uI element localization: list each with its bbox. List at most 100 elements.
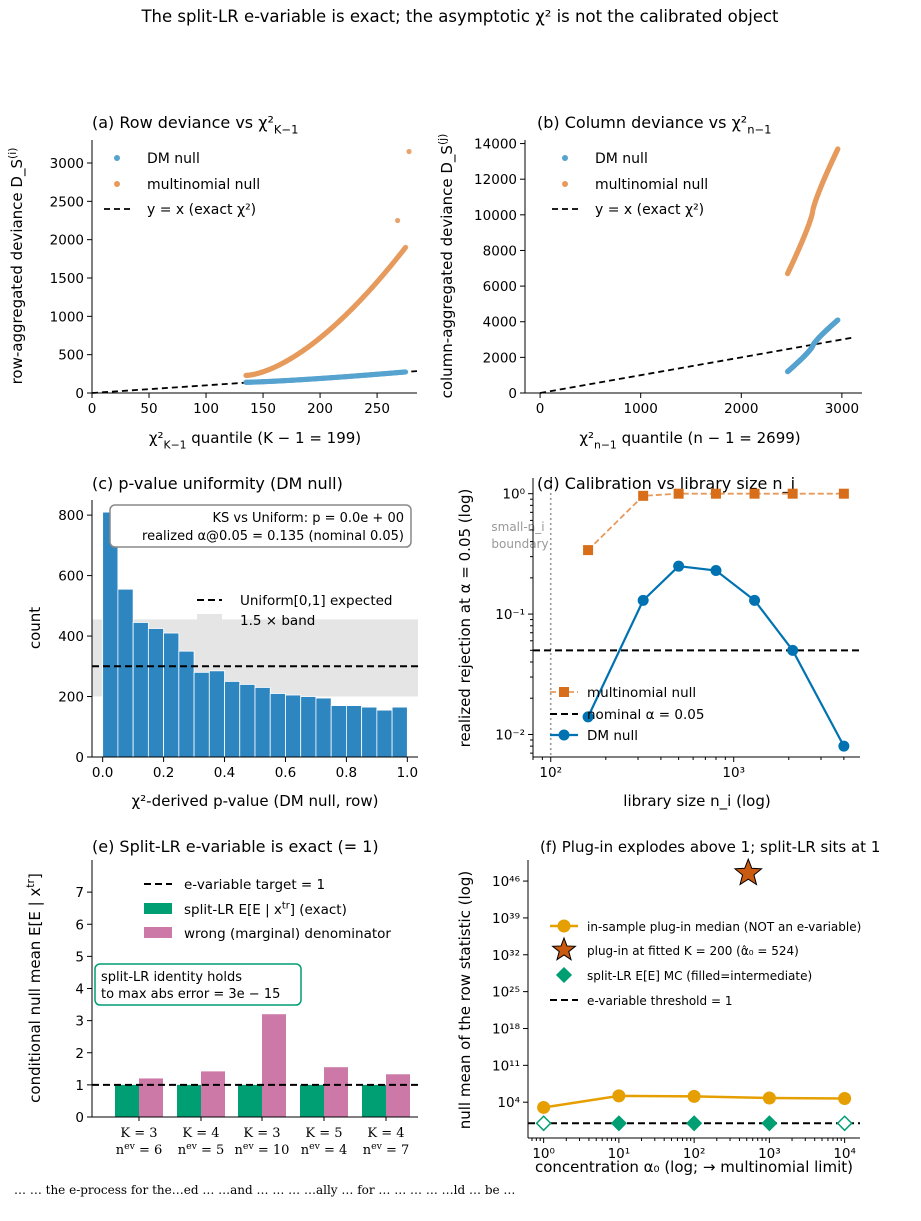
identity-annotation-line: to max abs error = 3e − 15 [101, 987, 280, 1002]
identity-annotation-line: split-LR identity holds [101, 970, 242, 985]
legend-label: split-LR E[E] MC (filled=intermediate) [587, 969, 812, 983]
histogram-bar [269, 693, 286, 758]
x-tick-label: 10⁰ [532, 1146, 555, 1162]
x-tick-label: 1000 [624, 401, 658, 417]
legend-label: plug-in at fitted K = 200 (α̂₀ = 524) [587, 944, 799, 958]
multinomial-null-marker [710, 488, 721, 499]
x-tick-label: nev = 5 [178, 1141, 225, 1158]
dm-null-point [835, 317, 841, 323]
multinomial-null-line [587, 492, 844, 551]
legend-label: Uniform[0,1] expected [240, 593, 392, 609]
split-lr-bar [238, 1084, 262, 1117]
panel-f-ylabel: null mean of the row statistic (log) [456, 871, 474, 1129]
panel-e-ylabel: conditional null mean E[E | xtr] [24, 873, 44, 1103]
legend-multinomial-marker [562, 181, 568, 187]
x-tick-label: 150 [250, 401, 276, 417]
split-lr-mc-marker [761, 1115, 778, 1132]
wrong-denominator-bar [324, 1067, 348, 1117]
plug-in-median-marker [762, 1091, 776, 1105]
y-tick-label: 1500 [50, 271, 84, 287]
histogram-bar [102, 511, 119, 758]
histogram-bar [224, 681, 241, 758]
split-lr-bar [300, 1084, 324, 1117]
x-tick-label: 1.0 [397, 765, 418, 781]
x-tick-label: 0.4 [214, 765, 235, 781]
dm-null-marker [787, 644, 799, 656]
y-tick-label: 10⁴ [497, 1095, 520, 1111]
legend-label: DM null [587, 728, 638, 744]
multinomial-null-marker [838, 488, 849, 499]
x-tick-label: 0.6 [275, 765, 296, 781]
x-tick-label: 10³ [758, 1146, 781, 1162]
y-tick-label: 10⁰ [502, 487, 525, 503]
histogram-bar [193, 671, 210, 758]
histogram-bar [208, 670, 225, 758]
y-tick-label: 12000 [474, 172, 517, 188]
panel-e-title: (e) Split-LR e-variable is exact (= 1) [92, 837, 379, 856]
y-tick-label: 0 [75, 386, 84, 402]
x-tick-label: nev = 7 [363, 1141, 410, 1158]
y-tick-label: 3000 [50, 156, 84, 172]
panel-b-title: (b) Column deviance vs χ²n−1 [537, 113, 772, 137]
y-tick-label: 10³⁹ [492, 911, 520, 927]
x-tick-label: nev = 10 [235, 1141, 290, 1158]
y-tick-label: 0 [75, 1110, 84, 1126]
x-tick-label: 10⁴ [833, 1146, 856, 1162]
panel-a-title: (a) Row deviance vs χ²K−1 [92, 113, 298, 137]
panel-a: (a) Row deviance vs χ²K−1 0 50 100 150 200 250… [6, 113, 418, 451]
histogram-bar [117, 588, 134, 758]
y-tick-label: 10³² [492, 948, 520, 964]
y-tick-label: 400 [58, 629, 84, 645]
y-tick-label: 14000 [474, 137, 517, 153]
panel-a-xlabel: χ²K−1 quantile (K − 1 = 199) [149, 429, 361, 451]
wrong-denominator-bar [201, 1071, 225, 1117]
plug-in-median-marker [612, 1089, 626, 1103]
x-tick-label: 10² [683, 1146, 706, 1162]
y-tick-label: 800 [58, 508, 84, 524]
panel-f-xlabel: concentration α₀ (log; → multinomial lim… [535, 1158, 853, 1176]
y-tick-label: 2000 [50, 233, 84, 249]
y-tick-label: 8000 [483, 243, 517, 259]
y-tick-label: 10⁻² [495, 727, 525, 743]
multinomial-null-marker [673, 488, 684, 499]
ks-annotation-line: realized α@0.05 = 0.135 (nominal 0.05) [142, 529, 404, 544]
y-tick-label: 1 [75, 1078, 84, 1094]
legend-dm-marker [558, 729, 570, 741]
panel-b: (b) Column deviance vs χ²n−1 0 1000 2000 300… [436, 113, 862, 451]
legend-band-swatch [197, 614, 222, 625]
histogram-bar [285, 694, 302, 758]
plug-in-median-marker [537, 1100, 551, 1114]
x-tick-label: 200 [307, 401, 333, 417]
y-tick-label: 10⁻¹ [495, 607, 525, 623]
panel-c: (c) p-value uniformity (DM null) 0.0 0.2 0.… [26, 474, 418, 810]
legend-dm-marker [562, 155, 568, 161]
x-tick-label: K = 3 [243, 1126, 280, 1141]
panel-c-ylabel: count [26, 607, 44, 649]
dm-null-point [402, 369, 409, 375]
legend-label: in-sample plug-in median (NOT an e-varia… [587, 920, 861, 934]
dm-null-marker [710, 565, 722, 577]
legend-dm-marker [114, 155, 120, 161]
legend-label: nominal α = 0.05 [587, 707, 704, 723]
x-tick-label: 10¹ [608, 1146, 631, 1162]
multinomial-null-point [402, 244, 409, 250]
panel-d: (d) Calibration vs library size n_ismall… [456, 474, 860, 811]
legend-label: multinomial null [595, 177, 708, 193]
y-tick-label: 1000 [50, 309, 84, 325]
figure-caption: … … the e-process for the…ed … …and … … … [14, 1183, 516, 1197]
split-lr-bar [177, 1084, 201, 1117]
wrong-denominator-bar [386, 1074, 410, 1117]
histogram-bar [346, 705, 363, 758]
panel-d-title: (d) Calibration vs library size n_i [537, 474, 795, 494]
x-tick-label: 10² [539, 765, 562, 781]
split-lr-mc-marker [535, 1115, 552, 1132]
multinomial-null-marker [787, 488, 798, 499]
y-tick-label: 10⁴⁶ [492, 874, 520, 890]
x-tick-label: K = 3 [120, 1126, 157, 1141]
histogram-bar [300, 696, 317, 758]
split-lr-bar [115, 1084, 139, 1117]
panel-a-ylabel: row-aggregated deviance D_S(i) [6, 148, 27, 385]
split-lr-mc-marker [836, 1115, 853, 1132]
y-tick-label: 2000 [483, 350, 517, 366]
